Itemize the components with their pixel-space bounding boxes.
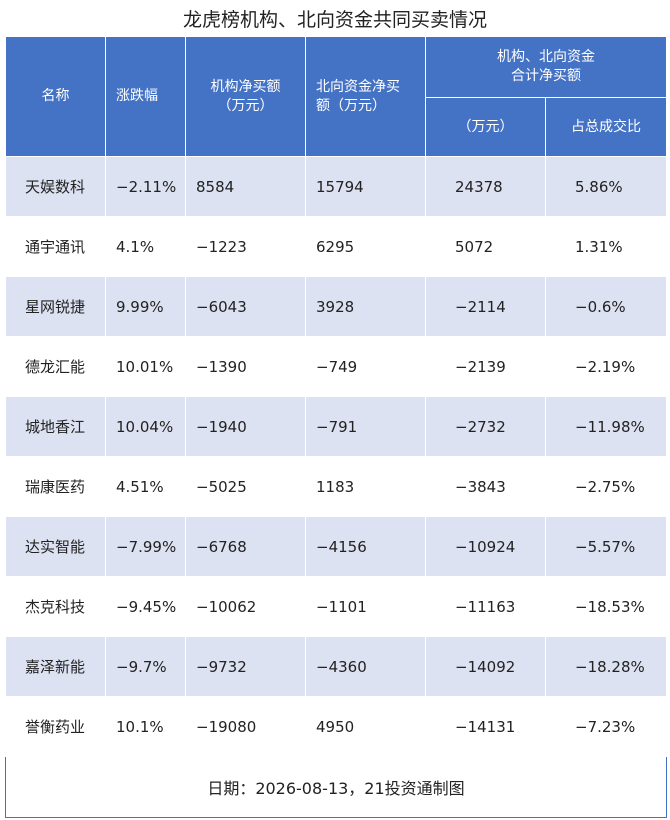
header-combined-line1: 机构、北向资金: [497, 49, 595, 65]
cell-total: 24378: [425, 156, 546, 217]
cell-change: 10.01%: [105, 336, 186, 397]
cell-total: −11163: [425, 576, 546, 637]
table-row: 城地香江 10.04% −1940 −791 −2732 −11.98%: [5, 396, 667, 457]
cell-inst: −19080: [185, 696, 306, 757]
table-row: 杰克科技 −9.45% −10062 −1101 −11163 −18.53%: [5, 576, 667, 637]
cell-name: 城地香江: [5, 396, 106, 457]
header-combined-line2: 合计净买额: [511, 68, 581, 84]
header-combined: 机构、北向资金 合计净买额: [425, 36, 667, 98]
cell-change: −9.7%: [105, 636, 186, 697]
table-row: 星网锐捷 9.99% −6043 3928 −2114 −0.6%: [5, 276, 667, 337]
table-row: 天娱数科 −2.11% 8584 15794 24378 5.86%: [5, 156, 667, 217]
cell-name: 杰克科技: [5, 576, 106, 637]
cell-inst: 8584: [185, 156, 306, 217]
cell-inst: −1940: [185, 396, 306, 457]
header-combined-ratio: 占总成交比: [545, 97, 667, 157]
cell-ratio: −2.19%: [545, 336, 667, 397]
cell-name: 誉衡药业: [5, 696, 106, 757]
header-combined-amount: （万元）: [425, 97, 546, 157]
cell-north: 6295: [305, 216, 426, 277]
header-name: 名称: [5, 36, 106, 157]
cell-north: 4950: [305, 696, 426, 757]
header-change: 涨跌幅: [105, 36, 186, 157]
cell-change: 10.04%: [105, 396, 186, 457]
header-inst-line1: 机构净买额: [210, 78, 281, 95]
header-inst-net-buy: 机构净买额 （万元）: [185, 36, 306, 157]
footer-source: 日期：2026-08-13，21投资通制图: [5, 756, 667, 818]
cell-total: 5072: [425, 216, 546, 277]
cell-total: −2114: [425, 276, 546, 337]
cell-change: −7.99%: [105, 516, 186, 577]
cell-name: 通宇通讯: [5, 216, 106, 277]
cell-ratio: −0.6%: [545, 276, 667, 337]
cell-name: 嘉泽新能: [5, 636, 106, 697]
cell-inst: −1390: [185, 336, 306, 397]
cell-ratio: −18.28%: [545, 636, 667, 697]
cell-change: 10.1%: [105, 696, 186, 757]
cell-name: 星网锐捷: [5, 276, 106, 337]
cell-total: −10924: [425, 516, 546, 577]
cell-name: 德龙汇能: [5, 336, 106, 397]
cell-change: 4.1%: [105, 216, 186, 277]
cell-total: −2139: [425, 336, 546, 397]
cell-north: −4360: [305, 636, 426, 697]
table-header: 名称 涨跌幅 机构净买额 （万元） 北向资金净买 额（万元） 机构、北向资金 合…: [5, 36, 667, 157]
cell-name: 瑞康医药: [5, 456, 106, 517]
cell-north: −1101: [305, 576, 426, 637]
table-body: 天娱数科 −2.11% 8584 15794 24378 5.86% 通宇通讯 …: [5, 156, 667, 757]
table-row: 通宇通讯 4.1% −1223 6295 5072 1.31%: [5, 216, 667, 277]
cell-ratio: −2.75%: [545, 456, 667, 517]
cell-change: −9.45%: [105, 576, 186, 637]
table-row: 瑞康医药 4.51% −5025 1183 −3843 −2.75%: [5, 456, 667, 517]
cell-inst: −9732: [185, 636, 306, 697]
cell-name: 达实智能: [5, 516, 106, 577]
cell-ratio: −7.23%: [545, 696, 667, 757]
table-title: 龙虎榜机构、北向资金共同买卖情况: [182, 9, 487, 31]
header-north-net-buy: 北向资金净买 额（万元）: [305, 36, 426, 157]
cell-ratio: 1.31%: [545, 216, 667, 277]
table-row: 誉衡药业 10.1% −19080 4950 −14131 −7.23%: [5, 696, 667, 757]
cell-north: 1183: [305, 456, 426, 517]
cell-ratio: 5.86%: [545, 156, 667, 217]
header-inst-line2: （万元）: [217, 97, 274, 114]
cell-inst: −6768: [185, 516, 306, 577]
cell-inst: −5025: [185, 456, 306, 517]
cell-north: −749: [305, 336, 426, 397]
cell-total: −14092: [425, 636, 546, 697]
cell-ratio: −18.53%: [545, 576, 667, 637]
cell-name: 天娱数科: [5, 156, 106, 217]
cell-ratio: −11.98%: [545, 396, 667, 457]
cell-total: −14131: [425, 696, 546, 757]
cell-total: −2732: [425, 396, 546, 457]
data-table: 名称 涨跌幅 机构净买额 （万元） 北向资金净买 额（万元） 机构、北向资金 合…: [5, 36, 667, 818]
header-north-line1: 北向资金净买: [316, 78, 400, 95]
cell-total: −3843: [425, 456, 546, 517]
header-north-line2: 额（万元）: [316, 97, 386, 114]
cell-change: 9.99%: [105, 276, 186, 337]
cell-inst: −1223: [185, 216, 306, 277]
cell-north: −4156: [305, 516, 426, 577]
table-row: 达实智能 −7.99% −6768 −4156 −10924 −5.57%: [5, 516, 667, 577]
cell-north: 3928: [305, 276, 426, 337]
cell-change: 4.51%: [105, 456, 186, 517]
table-row: 嘉泽新能 −9.7% −9732 −4360 −14092 −18.28%: [5, 636, 667, 697]
cell-inst: −10062: [185, 576, 306, 637]
cell-ratio: −5.57%: [545, 516, 667, 577]
cell-inst: −6043: [185, 276, 306, 337]
cell-change: −2.11%: [105, 156, 186, 217]
cell-north: −791: [305, 396, 426, 457]
cell-north: 15794: [305, 156, 426, 217]
table-row: 德龙汇能 10.01% −1390 −749 −2139 −2.19%: [5, 336, 667, 397]
